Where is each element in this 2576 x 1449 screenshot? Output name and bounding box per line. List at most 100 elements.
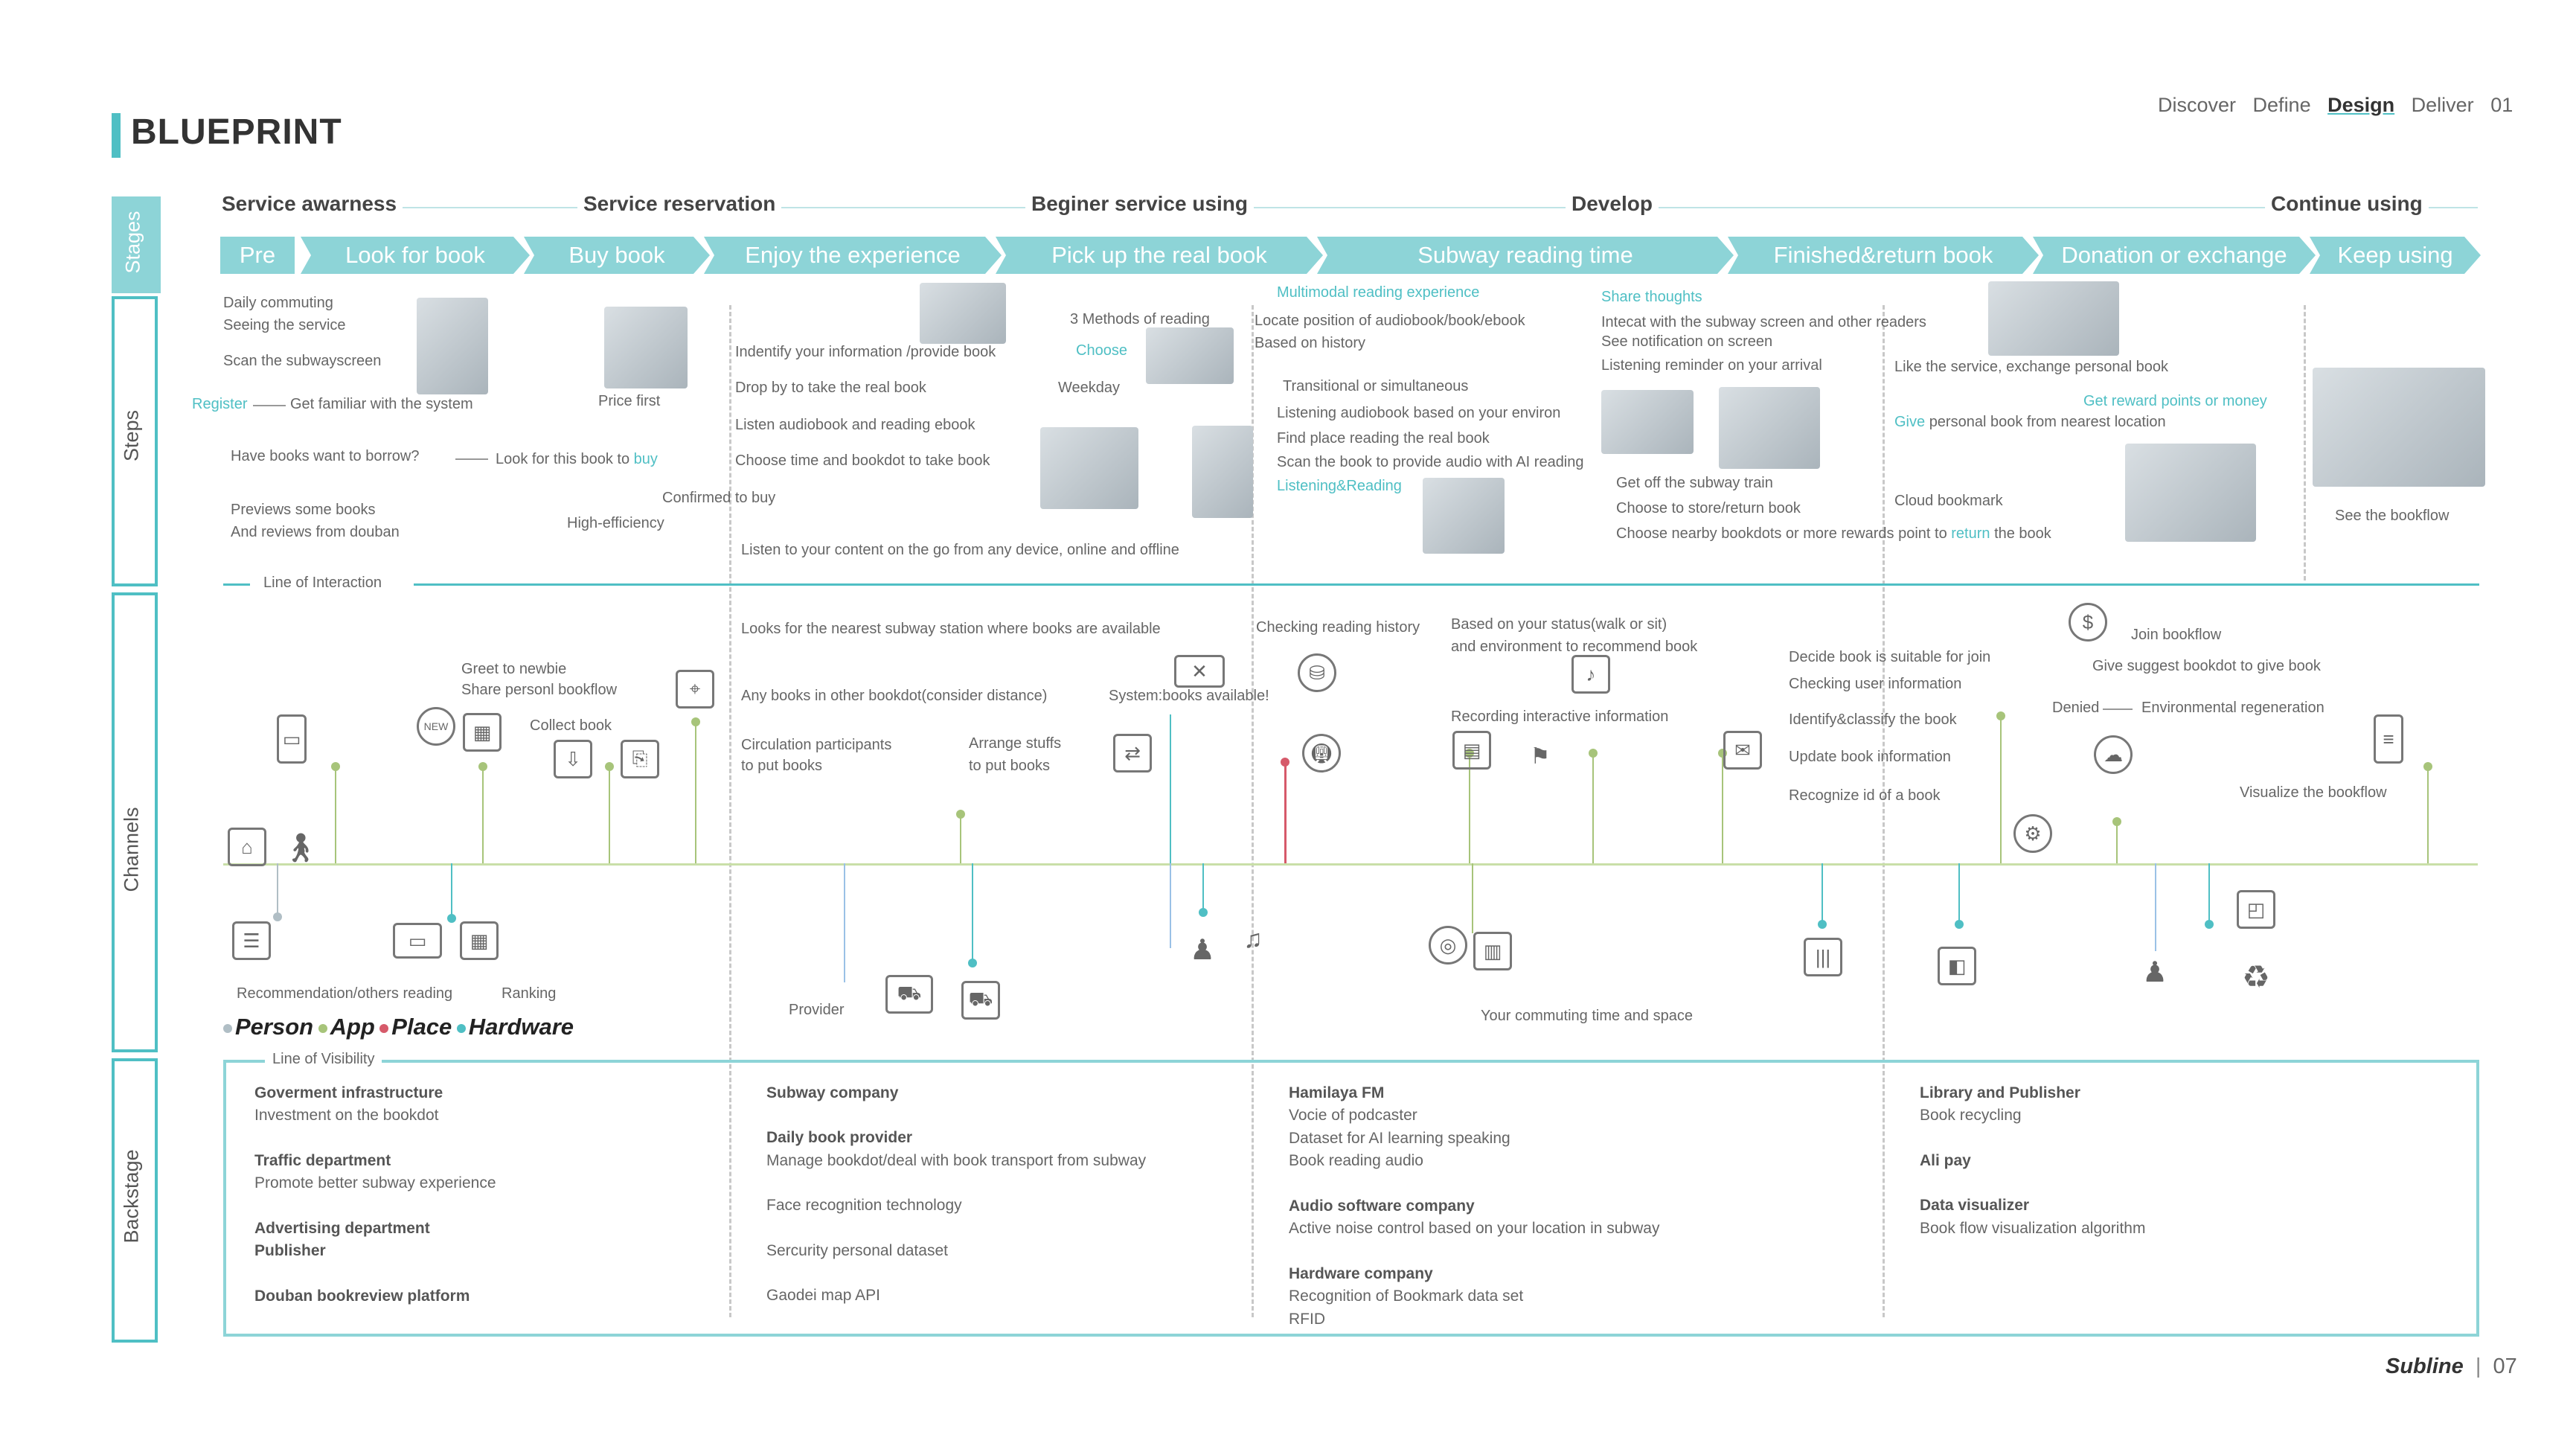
nfc-icon: ◰ bbox=[2237, 890, 2275, 929]
backstage-hardware-company: Hardware company bbox=[1289, 1264, 1433, 1282]
channel-ranking: Ranking bbox=[502, 985, 557, 1002]
chevron-finished-return[interactable]: Finished&return book bbox=[1728, 237, 2039, 274]
backstage-map-api: Gaodei map API bbox=[766, 1287, 880, 1305]
chevron-donation-exchange[interactable]: Donation or exchange bbox=[2033, 237, 2316, 274]
backstage-hamilaya-audio: Book reading audio bbox=[1289, 1152, 1423, 1170]
connector bbox=[253, 405, 286, 406]
stem-hardware bbox=[1170, 714, 1171, 863]
backstage-label: Backstage bbox=[120, 1149, 143, 1244]
transfer-icon: ⇄ bbox=[1113, 734, 1152, 773]
channel-recommendation: Recommendation/others reading bbox=[237, 985, 453, 1002]
channel-recording: Recording interactive information bbox=[1451, 708, 1669, 725]
map-location-icon: ⌖ bbox=[676, 670, 714, 708]
stem-app bbox=[2000, 716, 2002, 863]
chevron-subway-reading[interactable]: Subway reading time bbox=[1317, 237, 1734, 274]
audio-device-icon: ◧ bbox=[1938, 947, 1976, 985]
legend-person: Person bbox=[235, 1014, 314, 1040]
stem-app bbox=[1722, 753, 1723, 863]
backstage-hamilaya-voice: Vocie of podcaster bbox=[1289, 1107, 1417, 1125]
step-daily-commuting: Daily commuting bbox=[223, 295, 333, 311]
channel-denied: Denied bbox=[2052, 700, 2100, 716]
connector bbox=[2103, 708, 2133, 710]
step-give-book: Give personal book from nearest location bbox=[1894, 414, 2166, 430]
stem-hardware bbox=[972, 863, 973, 963]
interaction-line-label: Line of Interaction bbox=[263, 575, 382, 591]
list-document-icon: ☰ bbox=[232, 921, 271, 960]
chevron-pick-up-book[interactable]: Pick up the real book bbox=[996, 237, 1323, 274]
photo-phone-hand bbox=[1601, 390, 1694, 454]
laptop-icon: ✕ bbox=[1174, 655, 1225, 688]
backstage-publisher: Publisher bbox=[254, 1242, 326, 1260]
backstage-rfid: RFID bbox=[1289, 1310, 1325, 1328]
backstage-hamilaya: Hamilaya FM bbox=[1289, 1084, 1385, 1101]
cart-icon: ⛟ bbox=[961, 981, 1000, 1020]
channel-put-books-2: to put books bbox=[969, 758, 1050, 774]
backstage-subway-company: Subway company bbox=[766, 1084, 899, 1101]
backstage-col-3: Hamilaya FM Vocie of podcaster Dataset f… bbox=[1289, 1082, 1659, 1331]
channel-env-regeneration: Environmental regeneration bbox=[2141, 700, 2325, 716]
channel-status: Based on your status(walk or sit) bbox=[1451, 616, 1667, 633]
nav-design[interactable]: Design bbox=[2327, 94, 2395, 116]
channel-commuting-space: Your commuting time and space bbox=[1481, 1008, 1693, 1024]
divider-1 bbox=[729, 305, 731, 1317]
step-choose: Choose bbox=[1076, 342, 1127, 359]
channel-visualize-bookflow: Visualize the bookflow bbox=[2240, 784, 2387, 801]
backstage-gov: Goverment infrastructure bbox=[254, 1084, 443, 1101]
legend-hardware-dot bbox=[456, 1024, 466, 1033]
qr-scan-icon: ▦ bbox=[460, 921, 499, 960]
dot-hardware bbox=[447, 914, 456, 923]
step-scan-screen: Scan the subwayscreen bbox=[223, 353, 382, 369]
nav-discover[interactable]: Discover bbox=[2158, 94, 2237, 116]
stage-head-develop: Develop bbox=[1566, 192, 1659, 216]
stem-person bbox=[277, 863, 278, 917]
stem-app bbox=[1472, 863, 1473, 933]
channel-circulation: Circulation participants bbox=[741, 737, 892, 753]
dot-hardware bbox=[1818, 920, 1827, 929]
footer-page-number: 07 bbox=[2493, 1354, 2517, 1378]
dot-hardware bbox=[1955, 920, 1964, 929]
nav-define[interactable]: Define bbox=[2252, 94, 2311, 116]
channel-collect-book: Collect book bbox=[530, 717, 612, 734]
step-get-familiar: Get familiar with the system bbox=[290, 396, 473, 412]
chevron-buy-book[interactable]: Buy book bbox=[524, 237, 710, 274]
channel-put-books-1: to put books bbox=[741, 758, 822, 774]
top-nav: Discover Define Design Deliver 01 bbox=[2158, 94, 2513, 117]
channel-nearest-station: Looks for the nearest subway station whe… bbox=[741, 621, 1161, 637]
stages-label: Stages bbox=[121, 211, 144, 274]
stem-app bbox=[2116, 822, 2118, 863]
pdf-icon: ⎘ bbox=[621, 740, 659, 778]
connector bbox=[455, 458, 488, 460]
channel-other-bookdot: Any books in other bookdot(consider dist… bbox=[741, 688, 1048, 704]
steps-label: Steps bbox=[120, 409, 143, 462]
channel-system-available: System:books available! bbox=[1109, 688, 1269, 704]
dot-app bbox=[331, 762, 340, 771]
dollar-icon: $ bbox=[2069, 603, 2107, 642]
chevron-keep-using[interactable]: Keep using bbox=[2310, 237, 2481, 274]
step-scan-book: Scan the book to provide audio with AI r… bbox=[1277, 454, 1584, 470]
stage-line bbox=[223, 207, 2478, 208]
stem-place bbox=[1284, 762, 1287, 863]
divider-4 bbox=[2304, 305, 2306, 580]
channel-legend: Person App Place Hardware bbox=[222, 1014, 574, 1040]
chevron-enjoy-experience[interactable]: Enjoy the experience bbox=[704, 237, 1002, 274]
step-store-return: Choose to store/return book bbox=[1616, 500, 1801, 516]
backstage-traffic: Traffic department bbox=[254, 1151, 391, 1169]
gear-settings-icon: ⚙ bbox=[2013, 814, 2052, 853]
dot-hardware bbox=[1199, 908, 1208, 917]
photo-commuter bbox=[417, 298, 488, 394]
subway-train-icon: 🚇︎ bbox=[1302, 734, 1341, 773]
step-get-off: Get off the subway train bbox=[1616, 475, 1773, 491]
nav-deliver[interactable]: Deliver bbox=[2411, 94, 2474, 116]
backstage-alipay: Ali pay bbox=[1920, 1151, 1971, 1169]
earbuds-icon: ♫ bbox=[1243, 924, 1263, 953]
step-reviews: And reviews from douban bbox=[231, 524, 400, 540]
channel-environment: and environment to recommend book bbox=[1451, 639, 1698, 655]
stem-app bbox=[1592, 753, 1594, 863]
chevron-pre[interactable]: Pre bbox=[220, 237, 295, 274]
stem-provider bbox=[844, 863, 845, 982]
photo-reading-book bbox=[1423, 478, 1505, 554]
phone-list-icon: ≡ bbox=[2374, 714, 2403, 764]
photo-phone-app bbox=[604, 307, 688, 388]
chevron-look-for-book[interactable]: Look for book bbox=[301, 237, 530, 274]
